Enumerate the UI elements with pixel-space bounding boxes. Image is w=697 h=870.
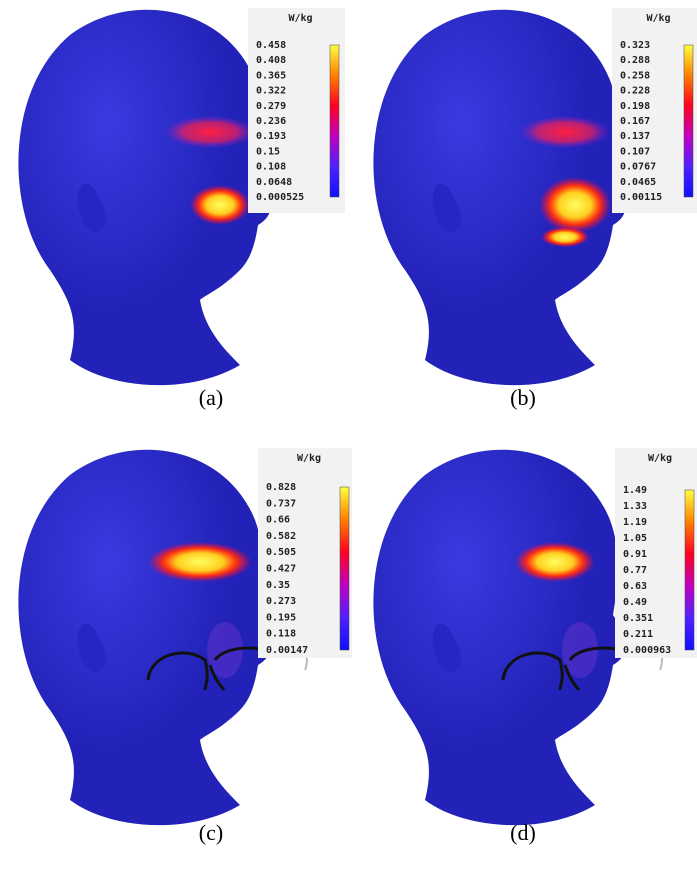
- figure: W/kg 0.458 0.408 0.365 0.322 0.279 0.236 0.193 0…: [0, 0, 697, 870]
- colorbar-label: 0.408: [256, 55, 286, 66]
- colorbar-label: 0.258: [620, 70, 650, 81]
- brow-hotspot: [165, 116, 255, 148]
- colorbar-label: 0.000525: [256, 192, 304, 203]
- colorbar-label: 0.91: [623, 549, 647, 560]
- lip-hotspot: [541, 227, 589, 247]
- colorbar-label: 0.63: [623, 581, 647, 592]
- colorbar-label: 1.05: [623, 533, 647, 544]
- colorbar-label: 0.000963: [623, 645, 671, 656]
- colorbar-label: 1.49: [623, 485, 647, 496]
- colorbar-label: 0.323: [620, 40, 650, 51]
- caption: (a): [199, 385, 223, 410]
- colorbar-label: 0.0648: [256, 177, 292, 188]
- caption: (c): [199, 820, 223, 845]
- colorbar-label: 0.66: [266, 515, 290, 526]
- colorbar-label: 0.167: [620, 116, 650, 127]
- colorbar-label: 0.35: [266, 580, 290, 591]
- nose-hotspot: [190, 185, 250, 225]
- colorbar-label: 0.211: [623, 629, 653, 640]
- colorbar-label: 0.351: [623, 613, 653, 624]
- colorbar-label: 0.236: [256, 116, 286, 127]
- colorbar: [340, 487, 349, 650]
- brow-hotspot: [148, 542, 252, 582]
- colorbar-label: 0.458: [256, 40, 286, 51]
- colorbar-label: 0.108: [256, 162, 286, 173]
- colorbar: [330, 45, 339, 197]
- legend-unit: W/kg: [648, 453, 672, 464]
- legend-unit: W/kg: [288, 13, 312, 24]
- colorbar-label: 1.19: [623, 517, 647, 528]
- brow-hotspot: [515, 542, 595, 582]
- colorbar-label: 0.279: [256, 101, 286, 112]
- head-render: [18, 10, 270, 385]
- colorbar-label: 0.427: [266, 564, 296, 575]
- colorbar-label: 0.107: [620, 146, 650, 157]
- colorbar-label: 0.365: [256, 70, 286, 81]
- brow-hotspot: [520, 116, 610, 148]
- colorbar-label: 0.737: [266, 498, 296, 509]
- colorbar: [685, 490, 694, 650]
- legend-unit: W/kg: [297, 453, 321, 464]
- colorbar-label: 0.193: [256, 131, 286, 142]
- caption: (d): [510, 820, 536, 845]
- colorbar-label: 0.118: [266, 629, 296, 640]
- colorbar-label: 0.77: [623, 565, 647, 576]
- colorbar-label: 0.15: [256, 146, 280, 157]
- head-render: [373, 10, 625, 385]
- colorbar-label: 1.33: [623, 501, 647, 512]
- colorbar-label: 0.288: [620, 55, 650, 66]
- colorbar-label: 0.195: [266, 612, 296, 623]
- colorbar-label: 0.198: [620, 101, 650, 112]
- colorbar-label: 0.137: [620, 131, 650, 142]
- colorbar-label: 0.322: [256, 86, 286, 97]
- legend-unit: W/kg: [646, 13, 670, 24]
- colorbar: [684, 45, 693, 197]
- colorbar-label: 0.49: [623, 597, 647, 608]
- colorbar-label: 0.582: [266, 531, 296, 542]
- colorbar-label: 0.505: [266, 547, 296, 558]
- colorbar-label: 0.228: [620, 86, 650, 97]
- nose-hotspot: [539, 177, 611, 233]
- colorbar-label: 0.0465: [620, 177, 656, 188]
- caption: (b): [510, 385, 536, 410]
- colorbar-label: 0.828: [266, 482, 296, 493]
- colorbar-label: 0.00147: [266, 645, 308, 656]
- colorbar-label: 0.273: [266, 596, 296, 607]
- colorbar-label: 0.00115: [620, 192, 662, 203]
- colorbar-label: 0.0767: [620, 162, 656, 173]
